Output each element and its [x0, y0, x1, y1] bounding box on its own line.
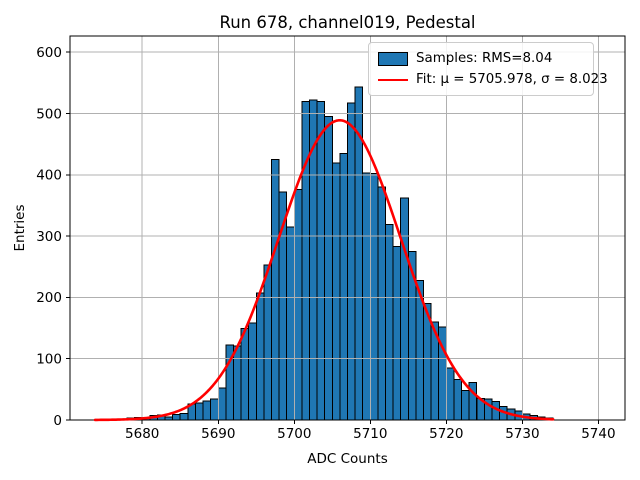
- legend-item-samples: Samples: RMS=8.04: [378, 48, 587, 69]
- histogram-bar: [217, 387, 227, 421]
- y-tick-label: 0: [53, 413, 62, 429]
- legend-item-fit: Fit: μ = 5705.978, σ = 8.023: [378, 69, 608, 90]
- histogram-bar: [339, 152, 348, 421]
- histogram-bar: [362, 172, 371, 421]
- histogram-bar: [255, 292, 265, 421]
- histogram-bar: [210, 398, 219, 421]
- x-tick-label: 5690: [201, 426, 235, 442]
- histogram-bar: [324, 116, 333, 421]
- histogram-bar: [172, 413, 181, 421]
- legend-label-samples: Samples: RMS=8.04: [416, 51, 553, 66]
- y-tick-label: 200: [36, 290, 62, 306]
- histogram-bar: [240, 328, 250, 421]
- histogram-bar: [369, 173, 379, 421]
- histogram-bar: [461, 390, 470, 421]
- histogram-bar: [400, 197, 409, 421]
- histogram-bar: [331, 162, 341, 421]
- histogram-bar: [248, 322, 257, 421]
- y-tick-label: 600: [36, 45, 62, 61]
- histogram-bar: [301, 100, 310, 421]
- histogram-bar: [202, 400, 212, 421]
- y-tick-label: 100: [36, 352, 62, 368]
- x-tick-label: 5730: [505, 426, 539, 442]
- histogram-bar: [286, 226, 295, 421]
- histogram-bar: [293, 189, 303, 421]
- x-axis-label: ADC Counts: [307, 451, 388, 467]
- y-tick-label: 400: [36, 168, 62, 184]
- tick-labels: 5680 5690 5700 5710 5720 5730 5740 0 100 200 300 40…: [36, 45, 615, 442]
- histogram-bar: [194, 402, 204, 421]
- chart-title: Run 678, channel019, Pedestal: [219, 13, 476, 32]
- histogram-bar: [263, 264, 272, 421]
- histogram-bar: [316, 100, 326, 421]
- fit-line-swatch-icon: [378, 78, 408, 81]
- histogram-swatch-icon: [378, 51, 408, 66]
- histogram-bar: [232, 345, 242, 421]
- histogram-bar: [385, 223, 394, 421]
- gaussian-fit-line: [93, 118, 555, 422]
- legend-label-fit: Fit: μ = 5705.978, σ = 8.023: [416, 72, 608, 87]
- x-tick-label: 5700: [277, 426, 311, 442]
- histogram-bar: [179, 412, 189, 421]
- y-tick-label: 500: [36, 106, 62, 122]
- histogram-bar: [453, 379, 463, 421]
- histogram-bar: [392, 246, 402, 421]
- legend: Samples: RMS=8.04 Fit: μ = 5705.978, σ =…: [368, 42, 608, 96]
- histogram-bar: [445, 367, 455, 421]
- axes-frame: [69, 35, 626, 421]
- histogram-bar: [377, 186, 387, 421]
- histogram-bar: [347, 102, 356, 421]
- y-tick-label: 300: [36, 229, 62, 245]
- x-tick-label: 5720: [429, 426, 463, 442]
- y-axis-label: Entries: [12, 204, 28, 252]
- x-tick-label: 5740: [581, 426, 615, 442]
- x-tick-label: 5680: [125, 426, 159, 442]
- histogram-bar: [270, 159, 280, 421]
- tick-marks: [66, 51, 599, 424]
- x-tick-label: 5710: [353, 426, 387, 442]
